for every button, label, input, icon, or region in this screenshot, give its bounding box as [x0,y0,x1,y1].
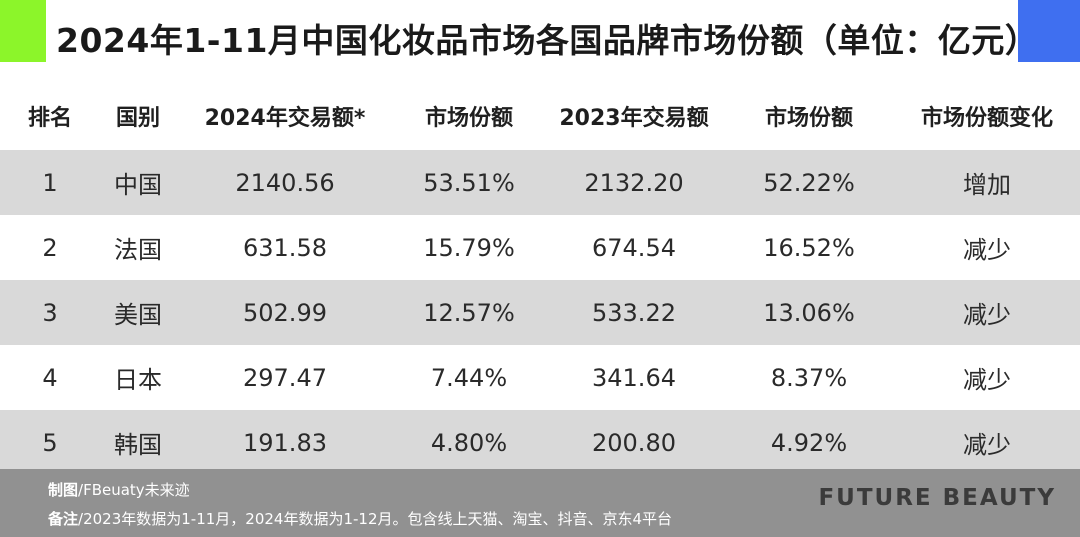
cell-col-country: 日本 [100,345,176,410]
cell-col-2023-amount: 674.54 [544,215,724,280]
note-text: /2023年数据为1-11月，2024年数据为1-12月。包含线上天猫、淘宝、抖… [78,510,673,528]
table-row: 1 中国 2140.56 53.51% 2132.20 52.22% 增加 [0,150,1080,215]
cell-col-country: 美国 [100,280,176,345]
cell-col-2024-amount: 2140.56 [176,150,394,215]
cell-col-2023-share: 4.92% [724,410,894,475]
page-title: 2024年1-11月中国化妆品市场各国品牌市场份额（单位：亿元） [56,21,1039,60]
cell-col-2024-amount: 191.83 [176,410,394,475]
market-share-table: 排名 国别 2024年交易额* 市场份额 2023年交易额 市场份额 市场份额变化 1 中国 2… [0,82,1080,475]
cell-col-country: 中国 [100,150,176,215]
cell-col-2023-amount: 341.64 [544,345,724,410]
cell-col-2023-share: 16.52% [724,215,894,280]
title-bar: 2024年1-11月中国化妆品市场各国品牌市场份额（单位：亿元） [0,0,1080,82]
credit-line: 制图/FBeuaty未来迹 [48,479,190,500]
cell-col-2024-share: 53.51% [394,150,544,215]
cell-col-rank: 5 [0,410,100,475]
cell-col-share-change: 减少 [894,345,1080,410]
cell-col-2023-amount: 2132.20 [544,150,724,215]
cell-col-rank: 3 [0,280,100,345]
credit-text: /FBeuaty未来迹 [78,481,190,499]
header-col-2024-amount: 2024年交易额* [204,106,366,131]
credit-label: 制图 [48,481,79,499]
table-row: 3 美国 502.99 12.57% 533.22 13.06% 减少 [0,280,1080,345]
cell-col-country: 韩国 [100,410,176,475]
footer: 制图/FBeuaty未来迹 备注/2023年数据为1-11月，2024年数据为1… [0,469,1080,537]
cell-col-2023-amount: 533.22 [544,280,724,345]
cell-col-2024-share: 7.44% [394,345,544,410]
cell-col-share-change: 减少 [894,410,1080,475]
header-col-country: 国别 [115,106,160,131]
table-body: 1 中国 2140.56 53.51% 2132.20 52.22% 增加 2 法国 631.58… [0,150,1080,475]
brand-logo-text: FUTURE BEAUTY [818,485,1056,511]
accent-block-right [1018,0,1080,62]
cell-col-share-change: 减少 [894,280,1080,345]
table-header: 排名 国别 2024年交易额* 市场份额 2023年交易额 市场份额 市场份额变化 [0,82,1080,150]
table-row: 5 韩国 191.83 4.80% 200.80 4.92% 减少 [0,410,1080,475]
cell-col-rank: 2 [0,215,100,280]
cell-col-2024-amount: 502.99 [176,280,394,345]
cell-col-share-change: 增加 [894,150,1080,215]
accent-block-left [0,0,46,62]
cell-col-rank: 1 [0,150,100,215]
header-col-2023-amount: 2023年交易额 [559,106,709,131]
table-row: 4 日本 297.47 7.44% 341.64 8.37% 减少 [0,345,1080,410]
cell-col-2023-share: 8.37% [724,345,894,410]
cell-col-2024-amount: 297.47 [176,345,394,410]
cell-col-2024-share: 15.79% [394,215,544,280]
header-col-2023-share: 市场份额 [764,106,853,131]
cell-col-share-change: 减少 [894,215,1080,280]
note-label: 备注 [48,510,79,528]
cell-col-2024-amount: 631.58 [176,215,394,280]
cell-col-2023-share: 52.22% [724,150,894,215]
cell-col-rank: 4 [0,345,100,410]
cell-col-2023-amount: 200.80 [544,410,724,475]
header-col-share-change: 市场份额变化 [920,106,1053,131]
header-row: 排名 国别 2024年交易额* 市场份额 2023年交易额 市场份额 市场份额变化 [0,82,1080,150]
note-line: 备注/2023年数据为1-11月，2024年数据为1-12月。包含线上天猫、淘宝… [48,508,672,529]
table-row: 2 法国 631.58 15.79% 674.54 16.52% 减少 [0,215,1080,280]
cell-col-2023-share: 13.06% [724,280,894,345]
header-col-rank: 排名 [27,106,72,131]
cell-col-2024-share: 12.57% [394,280,544,345]
cell-col-country: 法国 [100,215,176,280]
cell-col-2024-share: 4.80% [394,410,544,475]
header-col-2024-share: 市场份额 [424,106,513,131]
